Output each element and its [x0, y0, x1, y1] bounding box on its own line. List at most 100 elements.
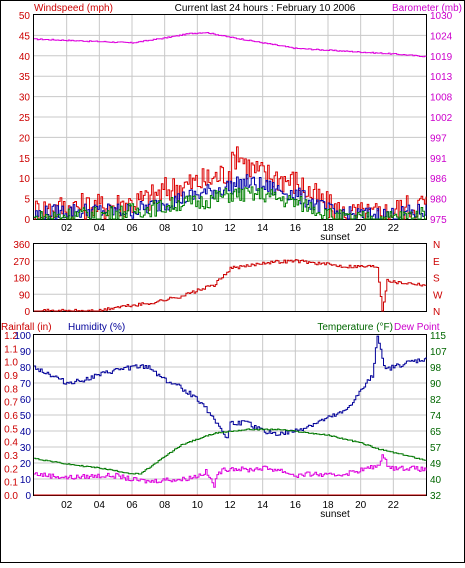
tick-label: 40 [430, 475, 442, 486]
tick-label: 0 [24, 215, 30, 226]
hour-tick-label: 10 [192, 500, 204, 511]
tick-label: 25 [19, 113, 31, 124]
windspeed-tick-labels: 0 5 10 15 20 25 30 35 40 45 50 [19, 11, 31, 226]
tick-label: 1002 [430, 113, 453, 124]
series-line [34, 174, 427, 220]
series-line [34, 146, 427, 220]
hour-tick-label: 08 [159, 223, 171, 234]
tick-label: N [433, 307, 440, 318]
tick-label: 70 [20, 379, 32, 390]
tick-label: 50 [19, 11, 31, 22]
grid-direction [34, 244, 426, 311]
tick-label: 90 [20, 347, 32, 358]
tick-label: 0 [24, 307, 30, 318]
tick-label: 1013 [430, 72, 453, 83]
hour-tick-label: 16 [290, 223, 302, 234]
hour-tick-label: 04 [94, 500, 106, 511]
sunset-label-bottom: sunset [320, 509, 350, 520]
tick-label: 20 [20, 459, 32, 470]
hour-tick-label: 14 [257, 500, 269, 511]
tick-label: 40 [19, 52, 31, 63]
tick-label: 80 [20, 363, 32, 374]
tick-label: 10 [19, 174, 31, 185]
tick-label: 0.1 [4, 478, 18, 489]
tick-label: 10 [20, 475, 32, 486]
hour-tick-label: 22 [388, 223, 400, 234]
hour-tick-label: 14 [257, 223, 269, 234]
chart-title: Current last 24 hours : February 10 2006 [175, 3, 356, 14]
tick-label: 74 [430, 411, 442, 422]
hour-tick-label: 20 [355, 223, 367, 234]
tick-label: 49 [430, 459, 442, 470]
tick-label: 30 [19, 93, 31, 104]
series-line [34, 335, 427, 439]
tick-label: 32 [430, 491, 442, 502]
tick-label: 0 [25, 491, 31, 502]
hour-tick-label: 06 [126, 500, 138, 511]
temperature-tick-labels: 32 40 49 57 65 74 82 90 98 107 115 [430, 331, 447, 502]
barometer-axis-title: Barometer (mb) [392, 3, 462, 14]
tick-label: 0.4 [4, 438, 18, 449]
tick-label: E [433, 257, 440, 268]
tick-label: 60 [20, 395, 32, 406]
tick-label: 65 [430, 427, 442, 438]
hour-tick-label: 02 [61, 500, 73, 511]
tick-label: 1008 [430, 93, 453, 104]
humidity-tick-labels: 0 10 20 30 40 50 60 70 80 90 100 [14, 331, 31, 502]
tick-label: 1030 [430, 11, 453, 22]
tick-label: 30 [20, 443, 32, 454]
hour-tick-label: 04 [94, 223, 106, 234]
tick-label: 0.0 [4, 491, 18, 502]
temperature-axis-title: Temperature (°F) [317, 322, 393, 333]
wind-series [34, 32, 427, 220]
tick-label: 986 [430, 174, 447, 185]
tick-label: W [433, 290, 443, 301]
tick-label: 5 [24, 195, 30, 206]
tick-label: S [433, 274, 440, 285]
tick-label: 0.5 [4, 424, 18, 435]
series-line [34, 454, 427, 488]
hour-tick-labels-bottom: 02 04 06 08 10 12 14 16 18 20 22 [61, 500, 399, 511]
windspeed-axis-title: Windspeed (mph) [34, 3, 113, 14]
barometer-tick-labels: 975 980 986 991 997 1002 1008 1013 1019 1024 1030 [430, 11, 453, 226]
dewpoint-axis-title: Dew Point [394, 322, 440, 333]
hour-tick-label: 20 [355, 500, 367, 511]
degree-tick-labels: 0 90 180 270 360 [13, 240, 30, 318]
tick-label: 0.2 [4, 464, 18, 475]
tick-label: 1.1 [4, 344, 18, 355]
humidity-temperature-panel: 0.00.10.20.30.40.50.60.70.80.91.01.11.2 … [4, 331, 447, 520]
tick-label: 1.2 [4, 331, 18, 342]
tick-label: 107 [430, 347, 447, 358]
tick-label: 90 [19, 290, 31, 301]
series-line [34, 259, 427, 312]
direction-series [34, 259, 427, 312]
tick-label: 0.6 [4, 411, 18, 422]
tick-label: 0.8 [4, 384, 18, 395]
tick-label: 0.9 [4, 371, 18, 382]
hour-tick-label: 10 [192, 223, 204, 234]
hour-tick-label: 08 [159, 500, 171, 511]
tick-label: 1019 [430, 52, 453, 63]
tick-label: 98 [430, 363, 442, 374]
tick-label: 90 [430, 379, 442, 390]
rainfall-tick-labels: 0.0 0.1 0.2 0.3 0.4 0.5 0.6 0.7 0.8 0.9 1.0 1.1 1.2 [4, 331, 18, 502]
hour-tick-label: 12 [224, 500, 236, 511]
tick-label: 40 [20, 427, 32, 438]
series-line [34, 186, 426, 220]
tick-label: 997 [430, 133, 447, 144]
series-line [34, 32, 427, 58]
tick-label: 50 [20, 411, 32, 422]
rainfall-axis-title: Rainfall (in) [1, 322, 52, 333]
tick-label: 1024 [430, 31, 453, 42]
tick-label: 82 [430, 395, 442, 406]
tick-label: 100 [14, 331, 31, 342]
tick-label: 360 [13, 240, 30, 251]
tick-label: 0.3 [4, 451, 18, 462]
hour-tick-label: 06 [126, 223, 138, 234]
humidity-axis-title: Humidity (%) [68, 322, 125, 333]
tick-label: N [433, 240, 440, 251]
tick-label: 45 [19, 31, 31, 42]
hour-tick-label: 18 [322, 500, 334, 511]
